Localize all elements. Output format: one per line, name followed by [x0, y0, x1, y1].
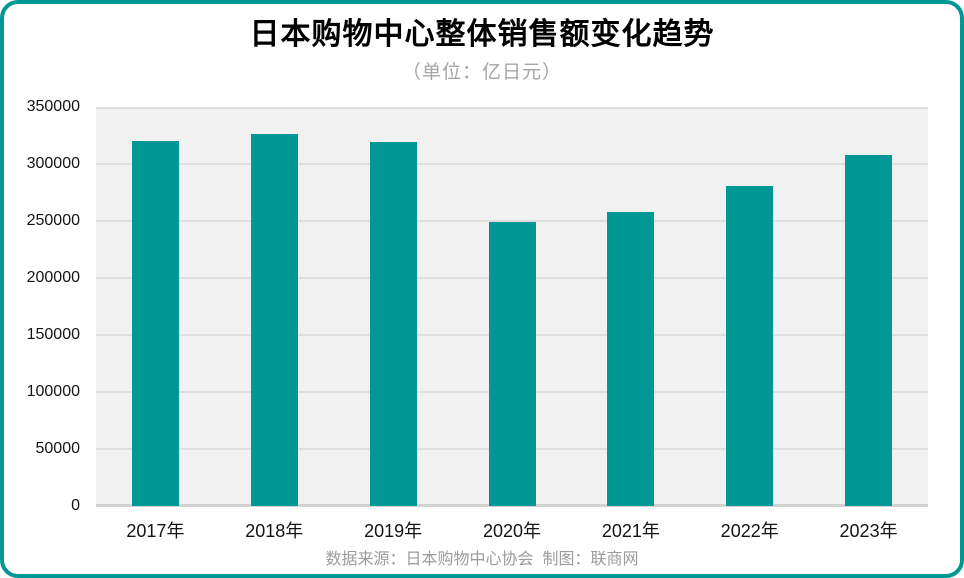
- y-tick-label-300000: 300000: [26, 155, 80, 172]
- y-axis: 0 50000 100000 150000 200000 250000 300000 3500…: [4, 98, 88, 514]
- gridline: [96, 163, 928, 165]
- bar-2019: [369, 142, 417, 506]
- y-tick-label-250000: 250000: [26, 212, 80, 229]
- x-tick-label-2020: 2020年: [482, 521, 542, 541]
- gridline: [96, 220, 928, 222]
- chart-subtitle: （单位：亿日元）: [401, 61, 562, 83]
- x-tick-label-2022: 2022年: [720, 521, 779, 541]
- x-tick-label-2021: 2021年: [601, 521, 660, 541]
- bar-2018: [250, 134, 298, 506]
- x-tick-label-2018: 2018年: [245, 521, 304, 541]
- source-caption: 数据来源：日本购物中心协会 制图：联商网: [325, 551, 639, 568]
- y-tick-label-200000: 200000: [26, 269, 80, 286]
- y-tick-label-100000: 100000: [26, 383, 80, 400]
- bar-2023: [845, 154, 893, 506]
- gridline: [96, 107, 928, 109]
- y-tick-label-150000: 150000: [26, 326, 80, 343]
- bar-2020: [488, 222, 536, 506]
- x-tick-label-2019: 2019年: [364, 521, 423, 541]
- bar-2021: [607, 212, 655, 506]
- x-axis: 2017年 2018年 2019年 2020年 2021年 2022年 2023年: [96, 508, 928, 546]
- x-tick-label-2023: 2023年: [839, 521, 898, 541]
- y-tick-label-50000: 50000: [35, 440, 81, 457]
- x-tick-label-2017: 2017年: [126, 521, 185, 541]
- y-tick-label-350000: 350000: [26, 98, 80, 115]
- bar-2017: [131, 141, 179, 506]
- chart-header: 日本购物中心整体销售额变化趋势 （单位：亿日元）: [4, 16, 960, 84]
- plot-area: [96, 107, 928, 507]
- bar-2022: [726, 185, 774, 506]
- y-tick-label-0: 0: [71, 497, 80, 514]
- chart-title: 日本购物中心整体销售额变化趋势: [249, 18, 715, 51]
